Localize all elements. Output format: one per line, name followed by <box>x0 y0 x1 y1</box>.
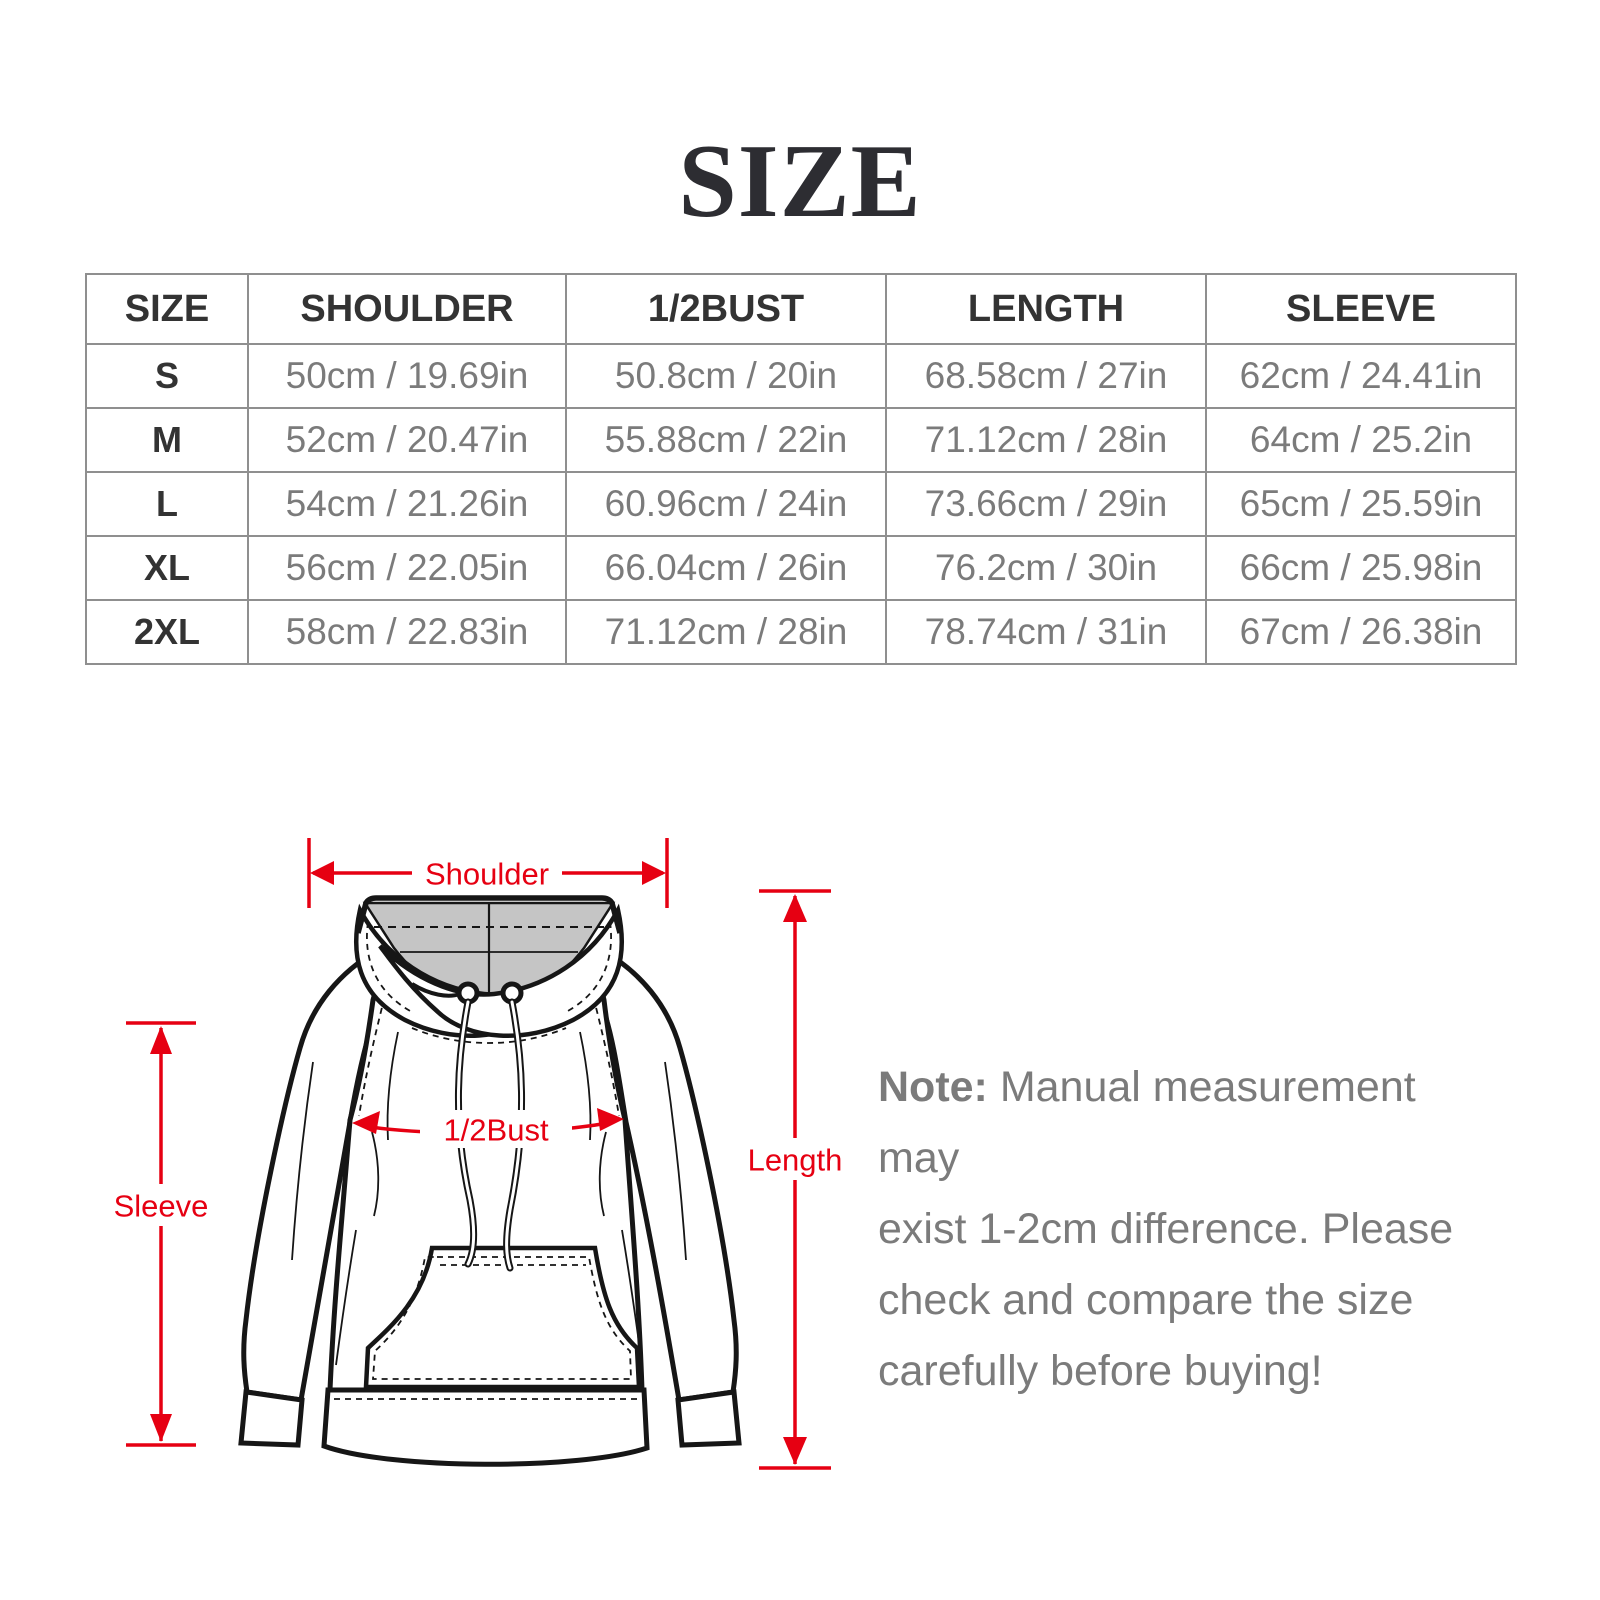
length-label: Length <box>748 1143 843 1178</box>
cell-shoulder: 52cm / 20.47in <box>247 407 567 473</box>
note-line: carefully before buying! <box>878 1347 1323 1395</box>
col-header-size: SIZE <box>85 273 249 345</box>
note-line: check and compare the size <box>878 1276 1414 1324</box>
length-measure-arrow: Length <box>731 889 859 1470</box>
col-header-halfbust: 1/2BUST <box>565 273 887 345</box>
cell-sleeve: 65cm / 25.59in <box>1205 471 1517 537</box>
hoodie-size-diagram: Shoulder 1/2Bust Length <box>104 838 859 1470</box>
cell-sleeve: 66cm / 25.98in <box>1205 535 1517 601</box>
col-header-length: LENGTH <box>885 273 1207 345</box>
shoulder-label: Shoulder <box>425 857 549 892</box>
measurement-note: Note: Manual measurement may exist 1-2cm… <box>878 1052 1488 1407</box>
half-bust-measure-arrow: 1/2Bust <box>352 1108 624 1148</box>
sleeve-measure-arrow: Sleeve <box>104 1021 218 1447</box>
cell-size: M <box>85 407 249 473</box>
cell-length: 78.74cm / 31in <box>885 599 1207 665</box>
page-title: SIZE <box>678 122 922 239</box>
cell-sleeve: 67cm / 26.38in <box>1205 599 1517 665</box>
table-row-m: M 52cm / 20.47in 55.88cm / 22in 71.12cm … <box>85 407 1517 473</box>
hoodie-illustration-icon <box>238 895 742 1467</box>
cell-halfbust: 71.12cm / 28in <box>565 599 887 665</box>
note-line: exist 1-2cm difference. Please <box>878 1205 1454 1253</box>
table-row-s: S 50cm / 19.69in 50.8cm / 20in 68.58cm /… <box>85 343 1517 409</box>
size-table: SIZE SHOULDER 1/2BUST LENGTH SLEEVE S 50… <box>85 273 1517 665</box>
cell-length: 76.2cm / 30in <box>885 535 1207 601</box>
cell-length: 68.58cm / 27in <box>885 343 1207 409</box>
table-row-xl: XL 56cm / 22.05in 66.04cm / 26in 76.2cm … <box>85 535 1517 601</box>
table-header-row: SIZE SHOULDER 1/2BUST LENGTH SLEEVE <box>85 273 1517 345</box>
cell-length: 73.66cm / 29in <box>885 471 1207 537</box>
half-bust-label: 1/2Bust <box>443 1113 549 1148</box>
cell-shoulder: 58cm / 22.83in <box>247 599 567 665</box>
note-line: Note: Manual measurement may <box>878 1052 1488 1194</box>
table-row-l: L 54cm / 21.26in 60.96cm / 24in 73.66cm … <box>85 471 1517 537</box>
cell-halfbust: 55.88cm / 22in <box>565 407 887 473</box>
cell-halfbust: 60.96cm / 24in <box>565 471 887 537</box>
cell-shoulder: 56cm / 22.05in <box>247 535 567 601</box>
cell-shoulder: 54cm / 21.26in <box>247 471 567 537</box>
note-prefix: Note: <box>878 1063 988 1111</box>
cell-size: S <box>85 343 249 409</box>
cell-sleeve: 64cm / 25.2in <box>1205 407 1517 473</box>
col-header-sleeve: SLEEVE <box>1205 273 1517 345</box>
cell-halfbust: 66.04cm / 26in <box>565 535 887 601</box>
cell-size: XL <box>85 535 249 601</box>
cell-size: 2XL <box>85 599 249 665</box>
cell-shoulder: 50cm / 19.69in <box>247 343 567 409</box>
sleeve-label: Sleeve <box>114 1189 209 1224</box>
shoulder-measure-arrow: Shoulder <box>307 838 669 908</box>
note-line-text: Manual measurement may <box>878 1063 1416 1182</box>
cell-length: 71.12cm / 28in <box>885 407 1207 473</box>
table-row-2xl: 2XL 58cm / 22.83in 71.12cm / 28in 78.74c… <box>85 599 1517 665</box>
cell-size: L <box>85 471 249 537</box>
cell-halfbust: 50.8cm / 20in <box>565 343 887 409</box>
col-header-shoulder: SHOULDER <box>247 273 567 345</box>
cell-sleeve: 62cm / 24.41in <box>1205 343 1517 409</box>
